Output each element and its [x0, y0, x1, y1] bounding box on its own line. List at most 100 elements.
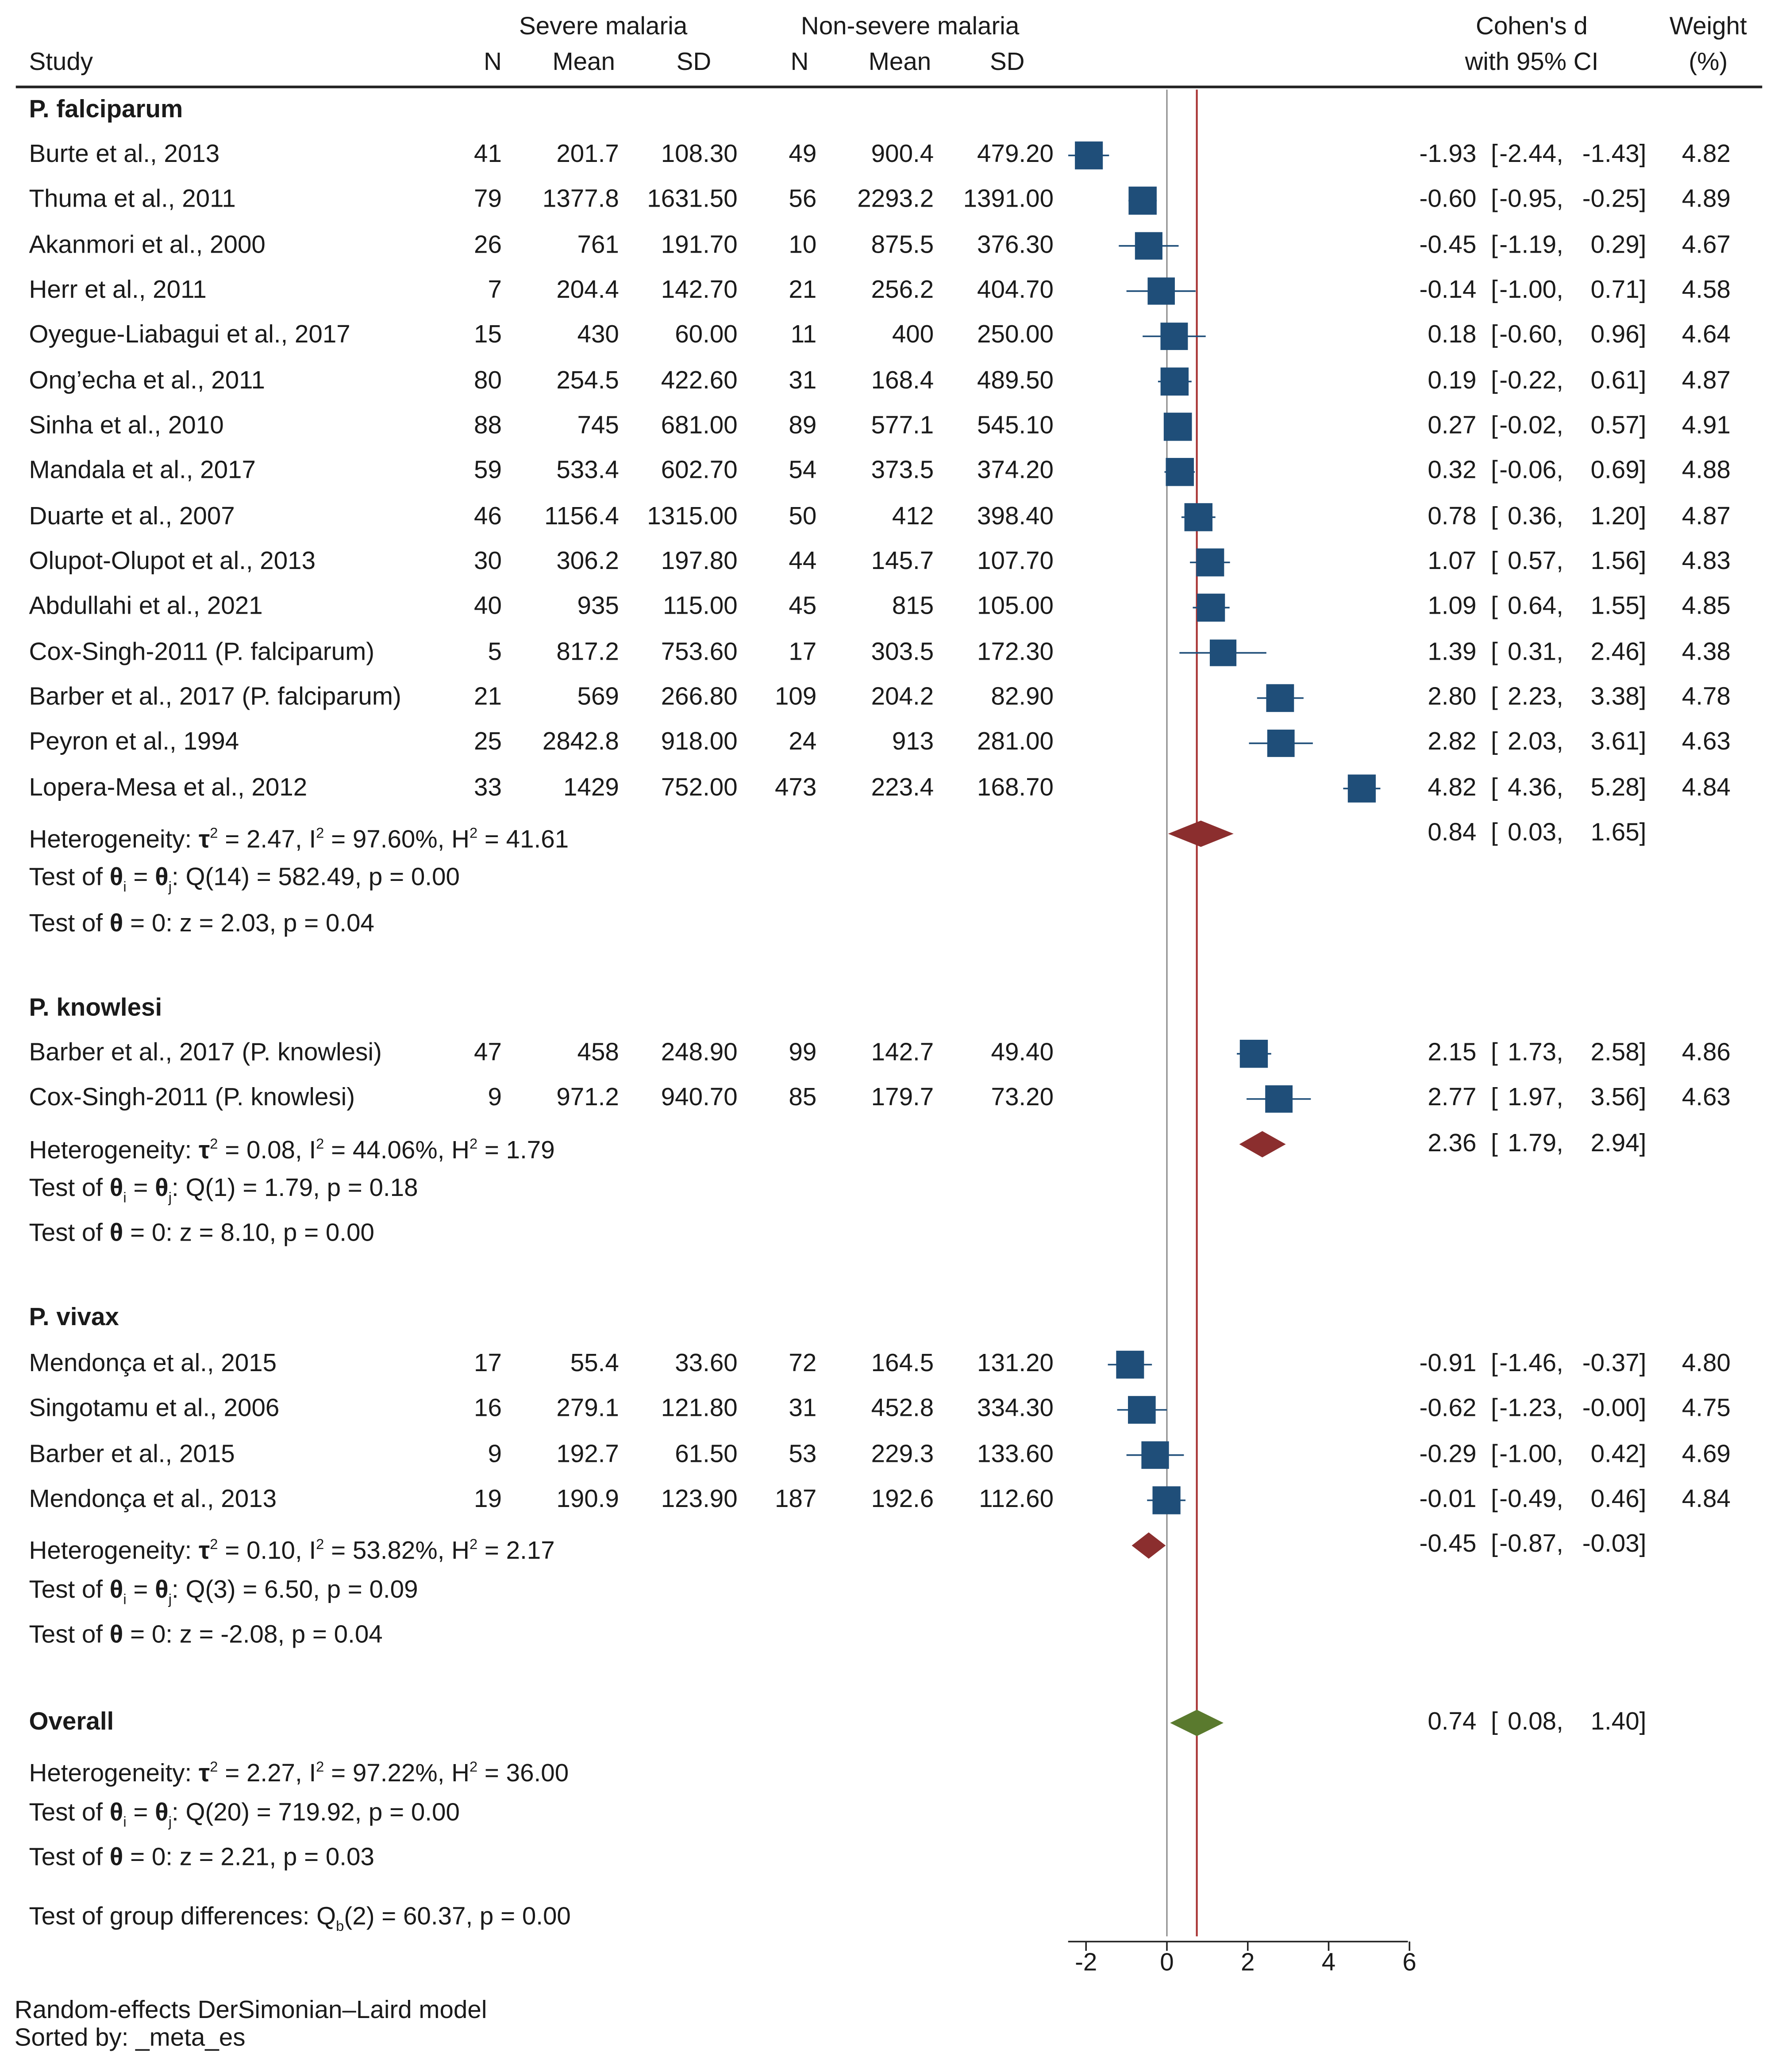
study-effect-hi: -0.00] [1582, 1395, 1647, 1423]
severe-sd: 108.30 [661, 141, 738, 169]
header-effect-line2: with 95% CI [1465, 49, 1599, 77]
study-effect-d: 1.09 [1428, 593, 1477, 621]
study-effect-bracket: [ [1491, 1440, 1498, 1468]
nonsevere-mean: 412 [892, 503, 934, 530]
nonsevere-mean: 229.3 [871, 1440, 934, 1468]
theta-symbol: θ [109, 1576, 123, 1604]
severe-n: 41 [474, 141, 502, 169]
overall-label: Overall [29, 1708, 114, 1736]
study-weight: 4.86 [1682, 1039, 1731, 1067]
severe-sd: 602.70 [661, 457, 738, 485]
theta-symbol: θ [109, 1844, 123, 1872]
severe-mean: 1156.4 [544, 503, 619, 530]
severe-mean: 761 [577, 231, 619, 259]
study-name: Akanmori et al., 2000 [29, 231, 266, 259]
subgroup-q-test-q: 582.49 [278, 864, 355, 892]
overall-heterogeneity-tau2: 2.27 [246, 1760, 296, 1788]
study-effect-d: 2.80 [1428, 683, 1477, 711]
study-effect-marker [1347, 774, 1376, 803]
overall-q-test: Test of θi = θj: Q(20) = 719.92, p = 0.0… [29, 1799, 460, 1831]
subgroup-effect-bracket: [ [1491, 1531, 1498, 1559]
severe-n: 25 [474, 729, 502, 757]
severe-n: 40 [474, 593, 502, 621]
subgroup-q-test-p: 0.00 [411, 864, 460, 892]
subgroup-heterogeneity-i2: 53.82% [352, 1538, 438, 1566]
severe-mean: 254.5 [556, 367, 619, 395]
header-weight-line2: (%) [1689, 49, 1728, 77]
theta-symbol: θ [155, 1799, 169, 1827]
study-effect-hi: 3.38] [1590, 683, 1647, 711]
subgroup-z-test: Test of θ = 0: z = -2.08, p = 0.04 [29, 1621, 383, 1649]
severe-n: 17 [474, 1350, 502, 1378]
severe-n: 7 [488, 277, 502, 304]
study-name: Olupot-Olupot et al., 2013 [29, 548, 316, 576]
study-effect-d: 0.18 [1428, 322, 1477, 350]
nonsevere-n: 31 [789, 367, 817, 395]
severe-sd: 681.00 [661, 412, 738, 440]
nonsevere-n: 89 [789, 412, 817, 440]
study-effect-bracket: [ [1491, 774, 1498, 802]
study-effect-hi: 0.29] [1590, 231, 1647, 259]
header-rule [15, 85, 1763, 88]
study-effect-hi: -1.43] [1582, 141, 1647, 169]
overall-z-test-z: 2.21 [220, 1844, 269, 1872]
nonsevere-n: 85 [789, 1084, 817, 1112]
study-effect-hi: 2.58] [1590, 1039, 1647, 1067]
nonsevere-n: 109 [774, 683, 817, 711]
subgroup-q-test-df: 14 [213, 864, 242, 892]
model-note: Random-effects DerSimonian–Laird model [14, 1997, 487, 2025]
severe-n: 46 [474, 503, 502, 530]
study-effect-marker [1265, 1085, 1293, 1113]
study-effect-bracket: [ [1491, 548, 1498, 576]
nonsevere-mean: 142.7 [871, 1039, 934, 1067]
subgroup-title: P. vivax [29, 1304, 119, 1332]
study-weight: 4.69 [1682, 1440, 1731, 1468]
study-effect-d: -0.60 [1419, 186, 1477, 214]
severe-n: 33 [474, 774, 502, 802]
header-n-nonsevere: N [790, 49, 809, 77]
study-effect-lo: -0.06, [1499, 457, 1563, 485]
nonsevere-sd: 133.60 [977, 1440, 1054, 1468]
severe-sd: 142.70 [661, 277, 738, 304]
study-name: Cox-Singh-2011 (P. knowlesi) [29, 1084, 355, 1112]
subgroup-effect-lo: 1.79, [1508, 1130, 1563, 1157]
subgroup-z-test-p: 0.04 [334, 1621, 383, 1649]
subgroup-q-test-p: 0.18 [369, 1175, 418, 1203]
nonsevere-sd: 545.10 [977, 412, 1054, 440]
study-effect-marker [1163, 412, 1192, 441]
tau-symbol: τ [199, 1760, 210, 1788]
severe-mean: 935 [577, 593, 619, 621]
nonsevere-n: 31 [789, 1395, 817, 1423]
study-name: Lopera-Mesa et al., 2012 [29, 774, 308, 802]
nonsevere-n: 10 [789, 231, 817, 259]
severe-mean: 279.1 [556, 1395, 619, 1423]
subgroup-effect-d: 2.36 [1428, 1130, 1477, 1157]
study-weight: 4.83 [1682, 548, 1731, 576]
nonsevere-mean: 373.5 [871, 457, 934, 485]
nonsevere-sd: 489.50 [977, 367, 1054, 395]
overall-effect-bracket: [ [1491, 1708, 1498, 1736]
subgroup-q-test-df: 1 [213, 1175, 227, 1203]
subgroup-q-test: Test of θi = θj: Q(14) = 582.49, p = 0.0… [29, 864, 460, 896]
x-tick-label: -2 [1075, 1949, 1097, 1977]
severe-n: 79 [474, 186, 502, 214]
study-effect-d: 2.15 [1428, 1039, 1477, 1067]
subgroup-effect-d: 0.84 [1428, 819, 1477, 847]
study-effect-hi: 1.55] [1590, 593, 1647, 621]
study-effect-bracket: [ [1491, 186, 1498, 214]
severe-mean: 192.7 [556, 1440, 619, 1468]
severe-mean: 306.2 [556, 548, 619, 576]
theta-symbol: θ [155, 1175, 169, 1203]
study-effect-hi: 3.61] [1590, 729, 1647, 757]
study-effect-lo: 0.31, [1508, 638, 1563, 666]
subgroup-q-test: Test of θi = θj: Q(1) = 1.79, p = 0.18 [29, 1175, 418, 1207]
study-weight: 4.91 [1682, 412, 1731, 440]
study-effect-d: 2.82 [1428, 729, 1477, 757]
nonsevere-n: 99 [789, 1039, 817, 1067]
study-name: Duarte et al., 2007 [29, 503, 235, 530]
study-effect-d: -0.45 [1419, 231, 1477, 259]
study-effect-hi: 1.56] [1590, 548, 1647, 576]
nonsevere-sd: 1391.00 [963, 186, 1054, 214]
nonsevere-sd: 82.90 [991, 683, 1054, 711]
